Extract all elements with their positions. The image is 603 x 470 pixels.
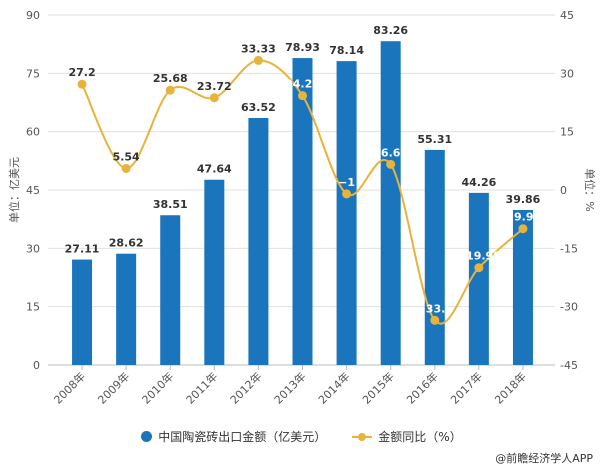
- bar: [204, 179, 225, 365]
- line-data-label: 6.6: [381, 146, 401, 159]
- x-tick-label: 2017年: [448, 369, 485, 406]
- x-tick-label: 2009年: [95, 369, 132, 406]
- line-data-label: 24.26: [285, 78, 320, 91]
- right-tick-label: 0: [560, 184, 567, 197]
- legend-label: 中国陶瓷砖出口金额（亿美元）: [158, 430, 327, 444]
- line-data-label: −33.5: [417, 302, 453, 315]
- bar-data-label: 28.62: [109, 237, 144, 250]
- bar: [292, 58, 313, 366]
- legend-item-yoy[interactable]: 金额同比（%）: [352, 428, 462, 445]
- source-credit: @前瞻经济学人APP: [495, 452, 593, 465]
- line-series-marker-icon: [352, 432, 373, 442]
- line-point: [342, 189, 352, 199]
- bar: [72, 259, 93, 365]
- x-tick-label: 2011年: [183, 369, 220, 406]
- legend-label: 金额同比（%）: [378, 430, 462, 444]
- x-tick-label: 2015年: [359, 369, 396, 406]
- x-tick-label: 2014年: [315, 369, 352, 406]
- right-tick-label: -30: [560, 301, 578, 314]
- line-point: [386, 159, 396, 169]
- line-data-label: −19.98: [457, 250, 501, 263]
- line-data-label: 27.2: [68, 66, 95, 79]
- line-data-label: −9.95: [505, 211, 541, 224]
- bar: [380, 41, 401, 365]
- x-tick-label: 2018年: [492, 369, 529, 406]
- left-tick-label: 75: [26, 67, 40, 80]
- line-data-label: −1: [338, 176, 355, 189]
- line-point: [474, 263, 484, 273]
- bar-data-label: 78.14: [329, 44, 364, 57]
- line-point: [165, 85, 175, 95]
- combo-chart: 0 15 30 45 60 75 90 -45 -30 -15 0 15 30 45 单位：亿美元 单位：% 2…: [7, 9, 597, 407]
- bar: [336, 61, 357, 365]
- bar: [512, 209, 533, 365]
- yoy-line: [81, 59, 524, 325]
- bar-data-label: 63.52: [241, 101, 276, 114]
- left-tick-label: 30: [26, 242, 40, 255]
- x-tick-label: 2013年: [271, 369, 308, 406]
- line-point: [518, 224, 528, 234]
- bar: [424, 149, 445, 365]
- bar: [468, 192, 489, 365]
- left-tick-label: 90: [26, 9, 40, 22]
- line-point: [298, 91, 307, 101]
- bar: [248, 117, 269, 365]
- bar-data-label: 78.93: [285, 41, 320, 54]
- right-axis-title: 单位：%: [583, 168, 597, 211]
- right-tick-label: -15: [560, 242, 578, 255]
- right-tick-label: -45: [560, 359, 578, 372]
- line-data-label: 33.33: [241, 42, 276, 55]
- line-data-label: 25.68: [153, 72, 188, 85]
- left-axis-title: 单位：亿美元: [7, 157, 21, 223]
- line-data-label: 23.72: [197, 80, 232, 93]
- bar-data-label: 39.86: [506, 193, 541, 206]
- line-point: [121, 163, 131, 173]
- bar: [116, 253, 137, 365]
- bar-data-label: 38.51: [153, 198, 188, 211]
- left-tick-label: 60: [26, 126, 40, 139]
- line-data-label: 5.54: [113, 150, 140, 163]
- x-tick-label: 2016年: [403, 369, 440, 406]
- right-tick-label: 15: [560, 126, 574, 139]
- bar-data-label: 44.26: [461, 176, 496, 189]
- bar-data-label: 27.11: [65, 243, 100, 256]
- bar-data-label: 47.64: [197, 163, 232, 176]
- legend: 中国陶瓷砖出口金额（亿美元） 金额同比（%）: [0, 428, 603, 445]
- line-point: [253, 55, 263, 65]
- x-tick-label: 2008年: [51, 369, 88, 406]
- line-point: [430, 315, 440, 325]
- x-tick-label: 2012年: [227, 369, 264, 406]
- bar: [160, 215, 181, 365]
- legend-item-export-value[interactable]: 中国陶瓷砖出口金额（亿美元）: [141, 428, 326, 445]
- left-tick-label: 45: [26, 184, 40, 197]
- left-tick-label: 0: [33, 359, 40, 372]
- line-point: [209, 93, 219, 103]
- line-point: [77, 79, 87, 89]
- bar-data-label: 55.31: [417, 133, 452, 146]
- bar-data-label: 83.26: [373, 24, 408, 37]
- right-tick-label: 45: [560, 9, 574, 22]
- x-tick-label: 2010年: [139, 369, 176, 406]
- left-tick-label: 15: [26, 301, 40, 314]
- right-tick-label: 30: [560, 67, 574, 80]
- bar-series-marker-icon: [141, 431, 153, 442]
